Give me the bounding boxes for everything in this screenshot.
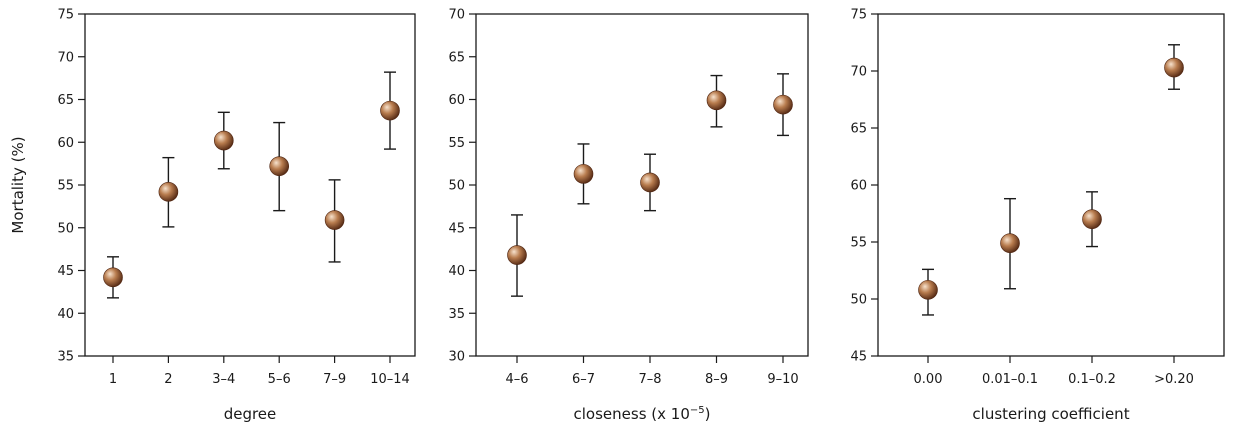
y-tick-label: 65	[448, 50, 465, 65]
data-point	[158, 182, 179, 202]
x-tick-label: 4–6	[505, 372, 528, 387]
data-point	[706, 90, 727, 111]
chart-panel-1: 35 40 45 50 55 60 65 70 75 1 2 3–4 5–6 7–9 10–14 degree…	[9, 8, 416, 423]
y-tick-label: 75	[850, 8, 867, 23]
y-tick-label: 55	[448, 136, 465, 151]
chart-panel-3: 45 50 55 60 65 70 75 0.00 0.01–0.1 0.1–0.2 >0.20 cl…	[850, 8, 1225, 423]
x-axis-label: clustering coefficient	[972, 405, 1129, 423]
plot-frame	[84, 13, 416, 357]
x-tick-label: 6–7	[572, 372, 595, 387]
data-point	[573, 164, 594, 184]
data-point	[1164, 57, 1184, 78]
y-tick-label: 50	[448, 179, 465, 194]
y-tick-label: 75	[57, 8, 74, 23]
x-tick-label: 10–14	[370, 372, 410, 387]
data-point	[269, 156, 290, 176]
y-tick-label: 60	[448, 93, 465, 108]
y-tick-label: 35	[448, 307, 465, 322]
data-point	[1000, 233, 1020, 253]
data-point	[380, 100, 400, 121]
data-point	[103, 267, 123, 288]
data-point	[640, 172, 660, 193]
y-tick-label: 70	[57, 50, 74, 65]
data-point	[773, 94, 793, 115]
x-tick-label: 0.01–0.1	[982, 372, 1038, 387]
x-tick-label: >0.20	[1154, 372, 1194, 387]
y-axis-label: Mortality (%)	[9, 136, 27, 233]
x-tick-label: 0.1–0.2	[1068, 372, 1116, 387]
data-point	[507, 245, 527, 265]
y-tick-label: 45	[850, 350, 867, 365]
y-tick-label: 60	[850, 179, 867, 194]
data-point	[214, 130, 234, 151]
y-tick-label: 50	[850, 293, 867, 308]
y-tick-label: 45	[57, 264, 74, 279]
y-tick-label: 55	[57, 179, 74, 194]
y-tick-label: 60	[57, 136, 74, 151]
y-tick-label: 50	[57, 221, 74, 236]
x-tick-label: 1	[109, 372, 117, 387]
data-point	[918, 280, 938, 300]
y-tick-label: 70	[850, 65, 867, 80]
y-tick-label: 65	[57, 93, 74, 108]
y-tick-label: 65	[850, 122, 867, 137]
y-tick-label: 45	[448, 221, 465, 236]
x-axis-label: degree	[224, 405, 277, 423]
data-point	[1082, 209, 1102, 229]
x-tick-label: 9–10	[767, 372, 798, 387]
x-tick-label: 7–9	[323, 372, 346, 387]
y-tick-label: 55	[850, 236, 867, 251]
data-point	[324, 210, 345, 230]
y-tick-label: 40	[57, 307, 74, 322]
y-tick-label: 30	[448, 350, 465, 365]
y-tick-label: 70	[448, 8, 465, 23]
y-tick-label: 40	[448, 264, 465, 279]
x-tick-label: 3–4	[212, 372, 235, 387]
x-tick-label: 5–6	[268, 372, 291, 387]
x-tick-label: 7–8	[638, 372, 661, 387]
x-tick-label: 8–9	[705, 372, 728, 387]
x-tick-label: 0.00	[914, 372, 943, 387]
y-tick-label: 35	[57, 350, 74, 365]
x-axis-label: closeness (x 10−5)	[574, 405, 711, 423]
chart-panel-2: 30 35 40 45 50 55 60 65 70 4–6 6–7 7–8 8–9 9–10 closen…	[448, 8, 809, 423]
x-tick-label: 2	[164, 372, 172, 387]
